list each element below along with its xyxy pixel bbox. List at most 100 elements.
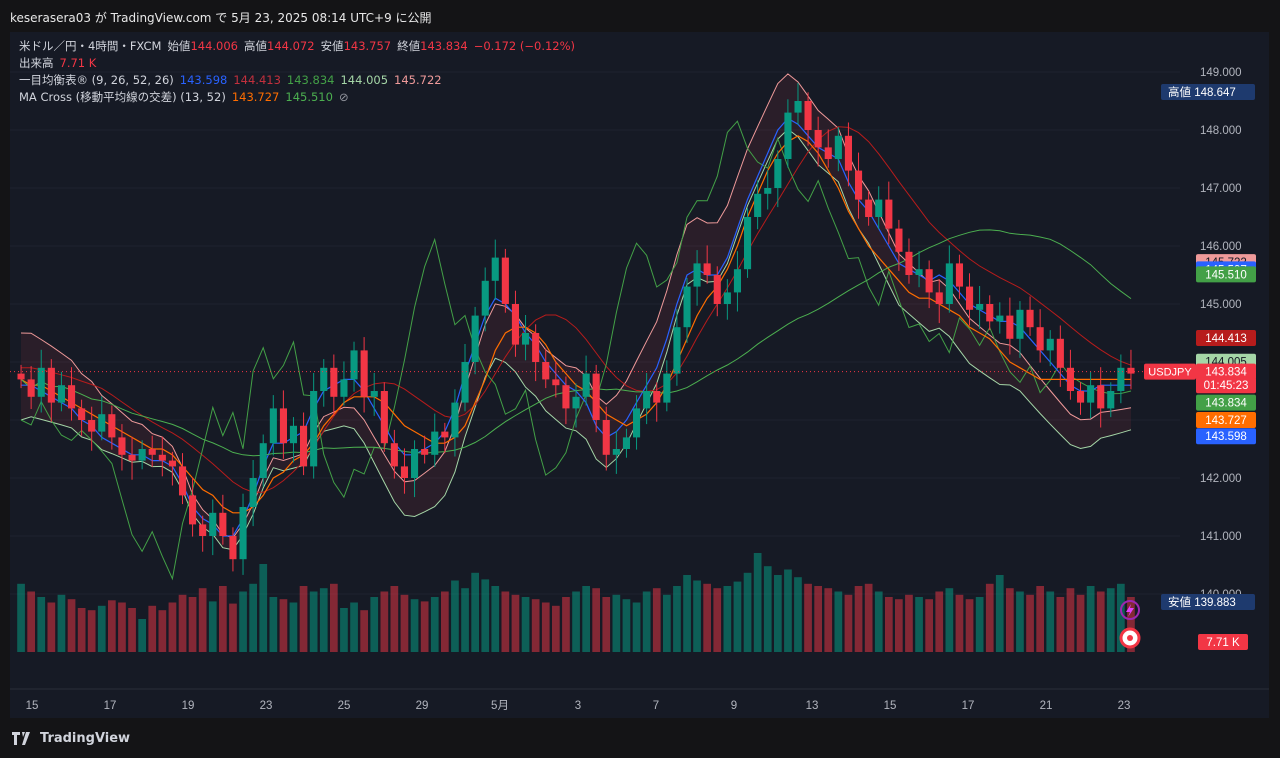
candle-body: [168, 460, 176, 467]
volume-bar: [854, 586, 863, 652]
candle-body: [27, 379, 35, 397]
candle-body: [199, 524, 207, 536]
volume-bar: [340, 608, 348, 652]
tradingview-logo[interactable]: TradingView: [12, 731, 130, 746]
symbol-title[interactable]: 米ドル／円・4時間・FXCM: [19, 39, 162, 53]
volume-bar: [612, 594, 621, 652]
candle-body: [390, 443, 398, 467]
candles: [17, 83, 1135, 575]
price-tag-bg: [1196, 377, 1256, 394]
volume-bar: [552, 605, 560, 652]
volume-bar: [622, 599, 631, 652]
volume-bars: [17, 553, 1135, 652]
candle-body: [37, 367, 45, 397]
chart-legend: 米ドル／円・4時間・FXCM 始値144.006 高値144.072 安値143…: [19, 38, 575, 106]
volume-bar: [219, 586, 227, 652]
legend-volume-row[interactable]: 出来高 7.71 K: [19, 55, 575, 72]
candle-body: [1087, 385, 1095, 403]
volume-bar: [309, 591, 318, 652]
price-tick-label: 147.000: [1200, 183, 1242, 195]
candle-body: [653, 391, 661, 403]
legend-ma-row[interactable]: MA Cross (移動平均線の交差) (13, 52) 143.727 145…: [19, 89, 575, 106]
price-tag-bg: [1196, 363, 1256, 380]
alert-icons[interactable]: [1119, 600, 1141, 649]
candle-body: [1097, 385, 1105, 409]
volume-bar: [824, 588, 833, 652]
volume-bar: [844, 594, 853, 652]
volume-bar: [1036, 586, 1044, 652]
volume-bar: [67, 599, 76, 652]
candle-body: [68, 385, 76, 409]
volume-bar: [642, 591, 651, 652]
volume-tag-label: 7.71 K: [1206, 637, 1240, 649]
volume-bar: [319, 588, 328, 652]
volume-bar: [481, 579, 490, 652]
price-tick-label: 149.000: [1200, 67, 1242, 79]
volume-bar: [229, 603, 237, 652]
volume-bar: [430, 597, 439, 652]
volume-bar: [471, 572, 479, 652]
hidden-icon[interactable]: ⊘: [338, 90, 349, 104]
time-tick-label: 23: [1118, 700, 1131, 712]
volume-bar: [208, 601, 217, 652]
candle-body: [895, 228, 903, 252]
candle-body: [209, 512, 217, 536]
candle-body: [229, 536, 237, 560]
senkou-span-b: [20, 73, 1132, 539]
volume-bar: [1106, 588, 1115, 652]
candle-body: [744, 217, 752, 270]
legend-ichimoku-row[interactable]: 一目均衡表® (9, 26, 52, 26) 143.598 144.413 1…: [19, 72, 575, 89]
volume-bar: [87, 610, 96, 652]
price-tag-bg: [1196, 394, 1256, 411]
candle-body: [814, 130, 822, 148]
candle-body: [411, 449, 419, 478]
price-tag-label: 143.834: [1205, 398, 1247, 410]
volume-bar: [108, 600, 116, 652]
price-chart[interactable]: 149.000 148.000 147.000 146.000 145.000 144.0…: [10, 32, 1269, 718]
volume-bar: [572, 591, 580, 652]
candle-body: [491, 257, 499, 281]
volume-bar: [168, 602, 177, 652]
candle-body: [1046, 338, 1054, 351]
candle-body: [935, 292, 943, 304]
candle-body: [330, 367, 338, 397]
time-axis[interactable]: 15 17 19 23 25 29 5月 3 7 9 13 15 17 21 23: [26, 700, 1131, 712]
price-tick-label: 142.000: [1200, 473, 1242, 485]
high-marker-label: 高値 148.647: [1168, 85, 1236, 99]
candle-body: [703, 263, 711, 275]
symbol-tag-bg: [1144, 363, 1196, 380]
kumo-area: [21, 73, 1131, 550]
volume-bar: [784, 569, 792, 652]
volume-bar: [683, 575, 691, 652]
volume-bar: [380, 591, 389, 652]
candle-body: [1006, 315, 1014, 339]
candle-body: [471, 315, 479, 362]
price-tick-label: 141.000: [1200, 531, 1242, 543]
price-tag-bg: [1196, 428, 1256, 445]
candle-body: [844, 135, 852, 171]
candle-body: [966, 286, 974, 310]
candle-body: [118, 437, 126, 455]
candle-body: [219, 512, 227, 536]
volume-bar: [703, 583, 711, 652]
volume-bar: [249, 583, 257, 652]
volume-tag-bg: [1198, 634, 1248, 650]
volume-bar: [330, 583, 338, 652]
volume-bar: [390, 586, 399, 652]
legend-symbol-row[interactable]: 米ドル／円・4時間・FXCM 始値144.006 高値144.072 安値143…: [19, 38, 575, 55]
volume-bar: [763, 566, 772, 652]
volume-bar: [905, 594, 913, 652]
volume-bar: [47, 602, 56, 652]
volume-bar: [57, 594, 66, 652]
volume-bar: [501, 591, 510, 652]
candle-body: [1107, 391, 1115, 409]
time-tick-label: 3: [575, 700, 581, 712]
volume-bar: [410, 599, 419, 652]
ma-cross-label: MA Cross (移動平均線の交差) (13, 52): [19, 90, 226, 104]
high-label: 高値: [244, 39, 267, 53]
price-tag-label: 145.510: [1205, 269, 1247, 281]
candle-body: [108, 414, 116, 438]
high-value: 144.072: [267, 39, 315, 53]
close-label: 終値: [397, 39, 421, 53]
volume-bar: [723, 586, 732, 652]
